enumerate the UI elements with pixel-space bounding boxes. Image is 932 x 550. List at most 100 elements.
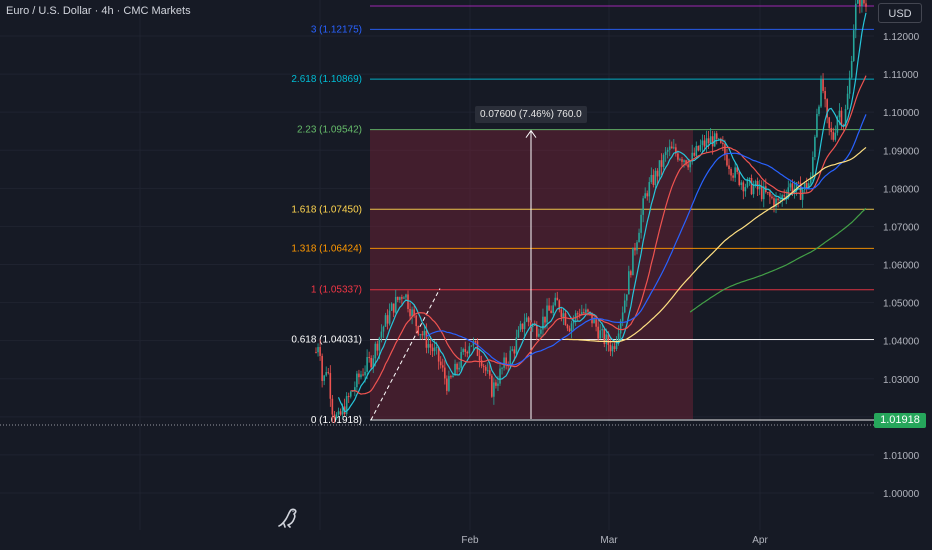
- candle-body: [795, 182, 798, 189]
- x-axis-tick-label: Mar: [600, 535, 618, 546]
- fib-label: 2.618 (1.10869): [291, 74, 362, 85]
- candle-body: [378, 337, 381, 351]
- candle-body: [789, 183, 792, 188]
- candle-body: [658, 160, 661, 177]
- candle-body: [715, 133, 718, 139]
- candle-body: [699, 144, 702, 151]
- candle-body: [394, 296, 397, 313]
- candle-body: [413, 309, 415, 316]
- candle-body: [372, 358, 375, 368]
- fib-levels-group: 3 (1.12175) 2.618 (1.10869) 2.23 (1.09542)…: [291, 5, 874, 426]
- candle-body: [820, 79, 822, 107]
- candle-body: [505, 357, 507, 365]
- candle-body: [533, 324, 536, 326]
- candle-body: [758, 186, 761, 190]
- fib-label: 0.618 (1.04031): [291, 334, 362, 345]
- candle-body: [456, 363, 458, 370]
- candle-body: [668, 146, 671, 150]
- candle-body: [497, 383, 499, 386]
- candle-body: [450, 376, 452, 378]
- candle-body: [630, 271, 632, 276]
- candle-body: [677, 153, 679, 160]
- candle-body: [574, 313, 577, 320]
- x-axis-group: Feb Mar Apr: [461, 535, 768, 546]
- candle-body: [613, 346, 616, 349]
- candle-body: [554, 297, 557, 306]
- candle-body: [646, 193, 649, 197]
- candle-body: [812, 157, 814, 177]
- candle-body: [354, 387, 356, 391]
- y-axis-tick-label: 1.05000: [883, 299, 920, 310]
- candle-body: [717, 138, 720, 140]
- candle-body: [638, 232, 640, 243]
- x-axis-tick-label: Feb: [461, 535, 479, 546]
- candle-body: [319, 347, 321, 356]
- candle-body: [850, 61, 853, 78]
- fib-label: 1.318 (1.06424): [291, 243, 362, 254]
- candle-body: [315, 352, 317, 354]
- candle-body: [382, 326, 385, 332]
- y-axis-tick-label: 1.11000: [883, 70, 919, 81]
- candle-body: [818, 106, 820, 114]
- y-axis-tick-label: 1.00000: [883, 489, 920, 500]
- candle-body: [503, 357, 505, 368]
- candle-body: [779, 199, 781, 201]
- candle-body: [439, 361, 442, 366]
- candle-body: [681, 159, 683, 162]
- tradingview-dinosaur-icon[interactable]: [276, 506, 300, 528]
- candle-body: [599, 330, 602, 339]
- candle-body: [709, 136, 712, 143]
- candle-body: [470, 345, 473, 347]
- candle-body: [386, 315, 389, 324]
- candle-body: [536, 325, 538, 337]
- ma-line-green: [689, 207, 867, 313]
- candle-body: [601, 329, 604, 331]
- candle-body: [740, 182, 743, 185]
- fib-label: 1.618 (1.07450): [291, 204, 362, 215]
- candle-body: [403, 297, 405, 299]
- candle-body: [628, 271, 630, 295]
- fib-label: 2.23 (1.09542): [297, 125, 362, 136]
- ma-line-blue: [426, 114, 867, 366]
- candle-body: [857, 0, 859, 4]
- candle-body: [724, 144, 726, 155]
- candle-body: [803, 182, 806, 190]
- candle-body: [515, 337, 518, 354]
- candle-body: [558, 300, 561, 310]
- candle-body: [673, 147, 675, 149]
- candle-body: [390, 303, 393, 311]
- candle-body: [593, 319, 595, 324]
- candle-body: [605, 334, 608, 344]
- candle-body: [429, 344, 432, 348]
- candle-body: [863, 0, 865, 4]
- candle-body: [767, 192, 769, 194]
- candle-body: [423, 330, 426, 336]
- candle-body: [531, 324, 534, 327]
- candle-body: [607, 334, 610, 345]
- candle-body: [748, 177, 751, 179]
- candle-body: [437, 346, 440, 362]
- candle-body: [752, 186, 755, 195]
- candle-body: [499, 368, 501, 384]
- candle-body: [384, 315, 387, 327]
- candle-body: [407, 294, 409, 309]
- y-axis-tick-label: 1.12000: [883, 32, 920, 43]
- candle-body: [546, 305, 548, 323]
- candle-body: [362, 374, 364, 376]
- candle-body: [597, 326, 599, 339]
- candle-body: [587, 309, 589, 312]
- candle-body: [517, 329, 520, 338]
- currency-button[interactable]: USD: [878, 3, 922, 23]
- candle-body: [370, 358, 373, 368]
- current-price-tag: 1.01918: [874, 413, 926, 428]
- candle-body: [687, 164, 689, 168]
- candle-body: [486, 370, 489, 372]
- candle-body: [848, 77, 851, 94]
- candle-body: [859, 0, 861, 7]
- candle-body: [861, 0, 863, 7]
- candle-body: [376, 343, 379, 351]
- candle-body: [323, 375, 325, 381]
- candle-body: [419, 334, 422, 336]
